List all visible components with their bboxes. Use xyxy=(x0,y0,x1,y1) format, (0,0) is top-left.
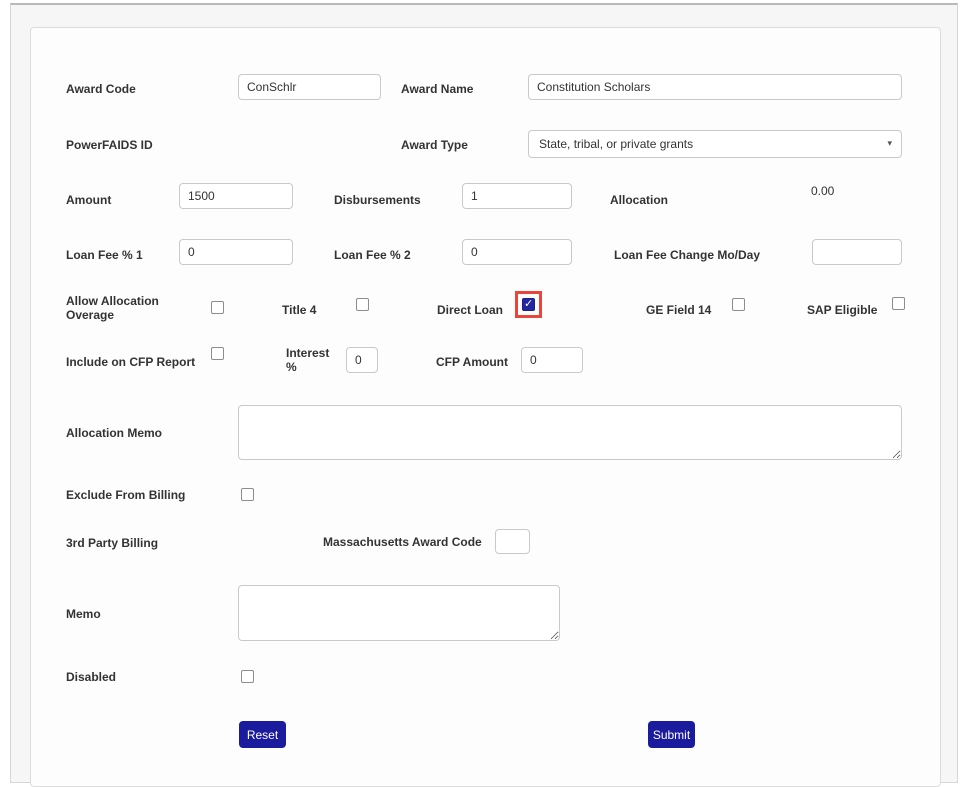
amount-label: Amount xyxy=(66,193,112,207)
exclude-from-billing-checkbox[interactable] xyxy=(241,488,254,501)
submit-button[interactable]: Submit xyxy=(648,721,695,748)
interest-pct-input[interactable] xyxy=(346,347,378,373)
cfp-amount-input[interactable] xyxy=(521,347,583,373)
third-party-billing-label: 3rd Party Billing xyxy=(66,536,159,550)
sap-eligible-checkbox[interactable] xyxy=(892,297,905,310)
loan-fee-change-input[interactable] xyxy=(812,239,902,265)
sap-eligible-label: SAP Eligible xyxy=(807,303,878,317)
ma-award-code-label: Massachusetts Award Code xyxy=(323,535,482,549)
direct-loan-action-highlight xyxy=(515,291,542,318)
include-cfp-report-label: Include on CFP Report xyxy=(66,355,196,369)
form-card: Award Code Award Name PowerFAIDS ID Awar… xyxy=(10,3,958,787)
allocation-label: Allocation xyxy=(610,193,669,207)
amount-input[interactable] xyxy=(179,183,293,209)
disbursements-input[interactable] xyxy=(462,183,572,209)
cfp-amount-label: CFP Amount xyxy=(436,355,508,369)
award-name-input[interactable] xyxy=(528,74,902,100)
allow-allocation-overage-checkbox[interactable] xyxy=(211,301,224,314)
allocation-value: 0.00 xyxy=(811,184,835,198)
award-code-input[interactable] xyxy=(238,74,381,100)
ge-field-14-label: GE Field 14 xyxy=(646,303,712,317)
ma-award-code-input[interactable] xyxy=(495,529,530,554)
memo-textarea[interactable] xyxy=(238,585,560,641)
allocation-memo-textarea[interactable] xyxy=(238,405,902,460)
allocation-memo-label: Allocation Memo xyxy=(66,426,163,440)
reset-button[interactable]: Reset xyxy=(239,721,286,748)
loan-fee-2-label: Loan Fee % 2 xyxy=(334,248,411,262)
award-code-label: Award Code xyxy=(66,82,136,96)
memo-label: Memo xyxy=(66,607,101,621)
award-type-select[interactable]: State, tribal, or private grants ▾ xyxy=(528,130,902,158)
disabled-label: Disabled xyxy=(66,670,117,684)
loan-fee-change-label: Loan Fee Change Mo/Day xyxy=(614,248,761,262)
interest-pct-label: Interest % xyxy=(286,346,330,374)
allow-allocation-overage-label: Allow Allocation Overage xyxy=(66,294,159,322)
include-cfp-report-checkbox[interactable] xyxy=(211,347,224,360)
loan-fee-1-label: Loan Fee % 1 xyxy=(66,248,143,262)
ge-field-14-checkbox[interactable] xyxy=(732,298,745,311)
direct-loan-label: Direct Loan xyxy=(437,303,504,317)
direct-loan-checkbox[interactable] xyxy=(522,298,535,311)
disabled-checkbox[interactable] xyxy=(241,670,254,683)
award-form-panel: Award Code Award Name PowerFAIDS ID Awar… xyxy=(30,27,941,787)
award-name-label: Award Name xyxy=(401,82,474,96)
chevron-down-icon: ▾ xyxy=(887,138,892,149)
award-type-selected-value: State, tribal, or private grants xyxy=(539,137,694,151)
award-type-label: Award Type xyxy=(401,138,468,152)
exclude-from-billing-label: Exclude From Billing xyxy=(66,488,186,502)
loan-fee-1-input[interactable] xyxy=(179,239,293,265)
title-4-checkbox[interactable] xyxy=(356,298,369,311)
title-4-label: Title 4 xyxy=(282,303,317,317)
disbursements-label: Disbursements xyxy=(334,193,421,207)
loan-fee-2-input[interactable] xyxy=(462,239,572,265)
powerfaids-id-label: PowerFAIDS ID xyxy=(66,138,153,152)
